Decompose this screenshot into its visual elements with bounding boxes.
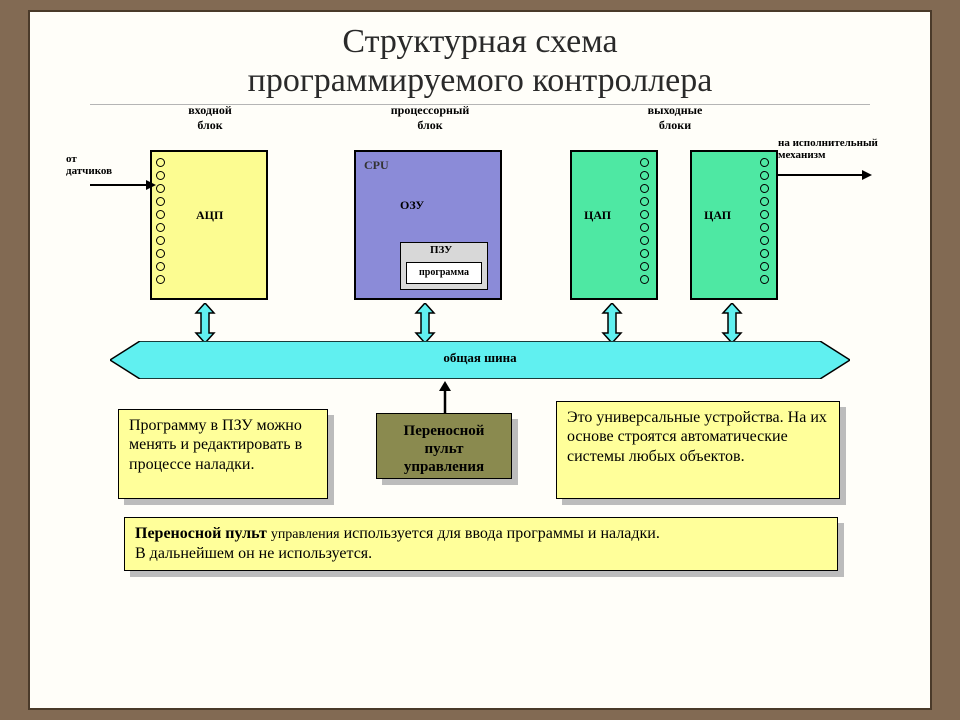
- bidir-arrow: [601, 303, 623, 343]
- port-circle: [760, 262, 769, 271]
- bidir-arrow: [721, 303, 743, 343]
- ram-label: ОЗУ: [400, 198, 424, 213]
- port-circle: [156, 223, 165, 232]
- dac-label: ЦАП: [584, 208, 611, 223]
- port-circle: [760, 223, 769, 232]
- diagram-canvas: входнойблок процессорныйблок выходныеблоки…: [30, 105, 930, 665]
- port-circle: [760, 210, 769, 219]
- port-circle: [760, 236, 769, 245]
- port-circle: [156, 158, 165, 167]
- arrow-to-actuator: [778, 167, 874, 183]
- cpu-label: CPU: [364, 158, 389, 173]
- port-circle: [760, 171, 769, 180]
- port-circle: [760, 275, 769, 284]
- bidir-arrow: [414, 303, 436, 343]
- title-line1: Структурная схема: [342, 23, 617, 60]
- bus-label: общая шина: [110, 350, 850, 366]
- port-circle: [156, 262, 165, 271]
- port-circle: [640, 262, 649, 271]
- column-label: процессорныйблок: [375, 103, 485, 133]
- port-circle: [760, 158, 769, 167]
- arrow-from-sensors: [90, 177, 158, 193]
- port-column: [760, 158, 769, 284]
- port-circle: [640, 184, 649, 193]
- port-circle: [640, 236, 649, 245]
- port-circle: [760, 249, 769, 258]
- port-circle: [760, 184, 769, 193]
- port-circle: [640, 249, 649, 258]
- port-circle: [156, 197, 165, 206]
- column-label: выходныеблоки: [620, 103, 730, 133]
- note-olive: Переноснойпультуправления: [376, 413, 512, 479]
- note-left: Программу в ПЗУ можно менять и редактиро…: [118, 409, 328, 499]
- note-bottom: Переносной пульт управления используется…: [124, 517, 838, 571]
- program-box: программа: [406, 262, 482, 284]
- column-label: входнойблок: [165, 103, 255, 133]
- adc-label: АЦП: [196, 208, 223, 223]
- port-circle: [640, 197, 649, 206]
- port-circle: [640, 223, 649, 232]
- port-circle: [640, 158, 649, 167]
- adc-block: [150, 150, 268, 300]
- dac-label: ЦАП: [704, 208, 731, 223]
- rom-label: ПЗУ: [430, 244, 452, 256]
- page-title: Структурная схема программируемого контр…: [30, 22, 930, 100]
- to-actuator-label: на исполнительныймеханизм: [778, 137, 918, 161]
- port-circle: [156, 249, 165, 258]
- bidir-arrow: [194, 303, 216, 343]
- olive-up-arrow: [437, 381, 453, 415]
- port-circle: [760, 197, 769, 206]
- note-right: Это универсальные устройства. На их осно…: [556, 401, 840, 499]
- port-circle: [156, 236, 165, 245]
- port-circle: [640, 171, 649, 180]
- port-circle: [640, 210, 649, 219]
- port-circle: [156, 210, 165, 219]
- title-line2: программируемого контроллера: [248, 62, 713, 99]
- port-column: [640, 158, 649, 284]
- from-sensors-label: отдатчиков: [66, 153, 126, 177]
- port-circle: [156, 275, 165, 284]
- port-circle: [640, 275, 649, 284]
